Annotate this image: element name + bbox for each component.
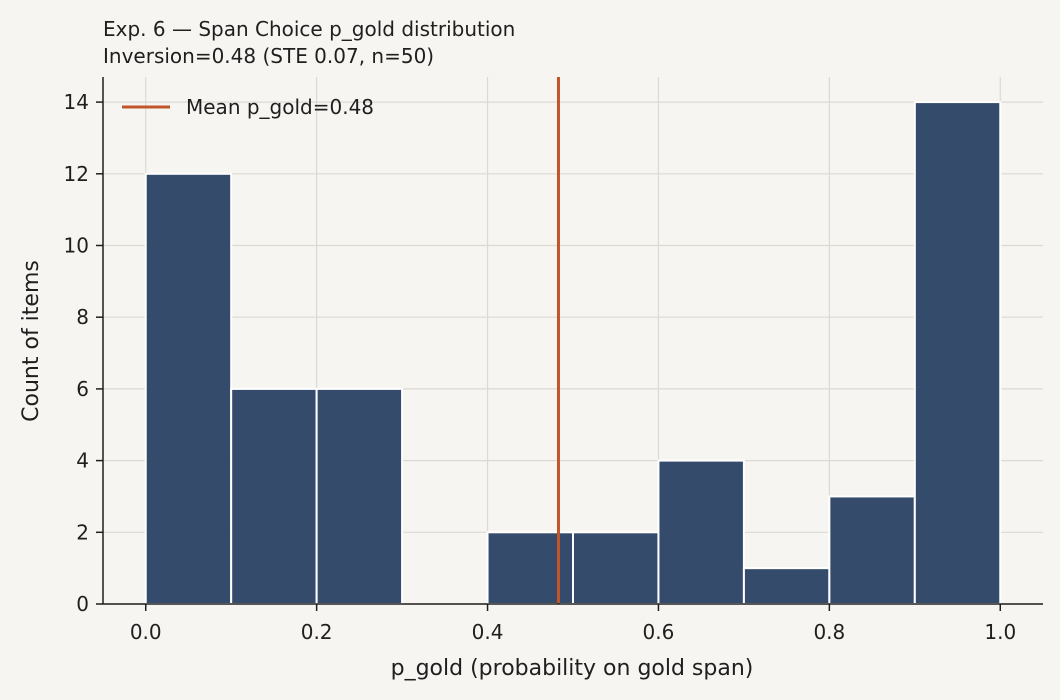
x-tick-label: 0.2 [301,620,333,644]
chart-title-line1: Exp. 6 — Span Choice p_gold distribution [103,17,515,41]
y-tick-label: 12 [64,162,89,186]
y-tick-label: 0 [76,592,89,616]
y-ticks-layer: 0 2 4 6 8 10 12 14 [64,90,103,616]
chart-title-line2: Inversion=0.48 (STE 0.07, n=50) [103,44,434,68]
y-tick-label: 2 [76,520,89,544]
histogram-bar [828,495,916,605]
histogram-bar [144,172,233,605]
histogram-bar [913,101,1002,605]
x-ticks-layer: 0.0 0.2 0.4 0.6 0.8 1.0 [130,604,1016,644]
x-tick-label: 0.8 [813,620,845,644]
histogram-bar [742,567,831,605]
histogram-bar [230,387,318,605]
x-tick-label: 1.0 [984,620,1016,644]
x-tick-label: 0.0 [130,620,162,644]
x-axis-label: p_gold (probability on gold span) [391,656,754,681]
x-tick-label: 0.6 [643,620,675,644]
histogram-bar [486,531,574,605]
y-tick-label: 14 [64,90,89,114]
y-tick-label: 10 [64,233,89,257]
histogram-bar [572,531,660,605]
y-tick-label: 8 [76,305,89,329]
histogram-bar [315,387,404,605]
histogram-bar [657,459,745,605]
bars-layer [144,101,1002,605]
y-axis-label: Count of items [19,260,44,422]
x-tick-label: 0.4 [472,620,504,644]
y-tick-label: 6 [76,377,89,401]
axes-layer [102,77,1043,605]
legend: Mean p_gold=0.48 [122,95,374,119]
legend-mean-label: Mean p_gold=0.48 [186,95,374,119]
y-tick-label: 4 [76,449,89,473]
